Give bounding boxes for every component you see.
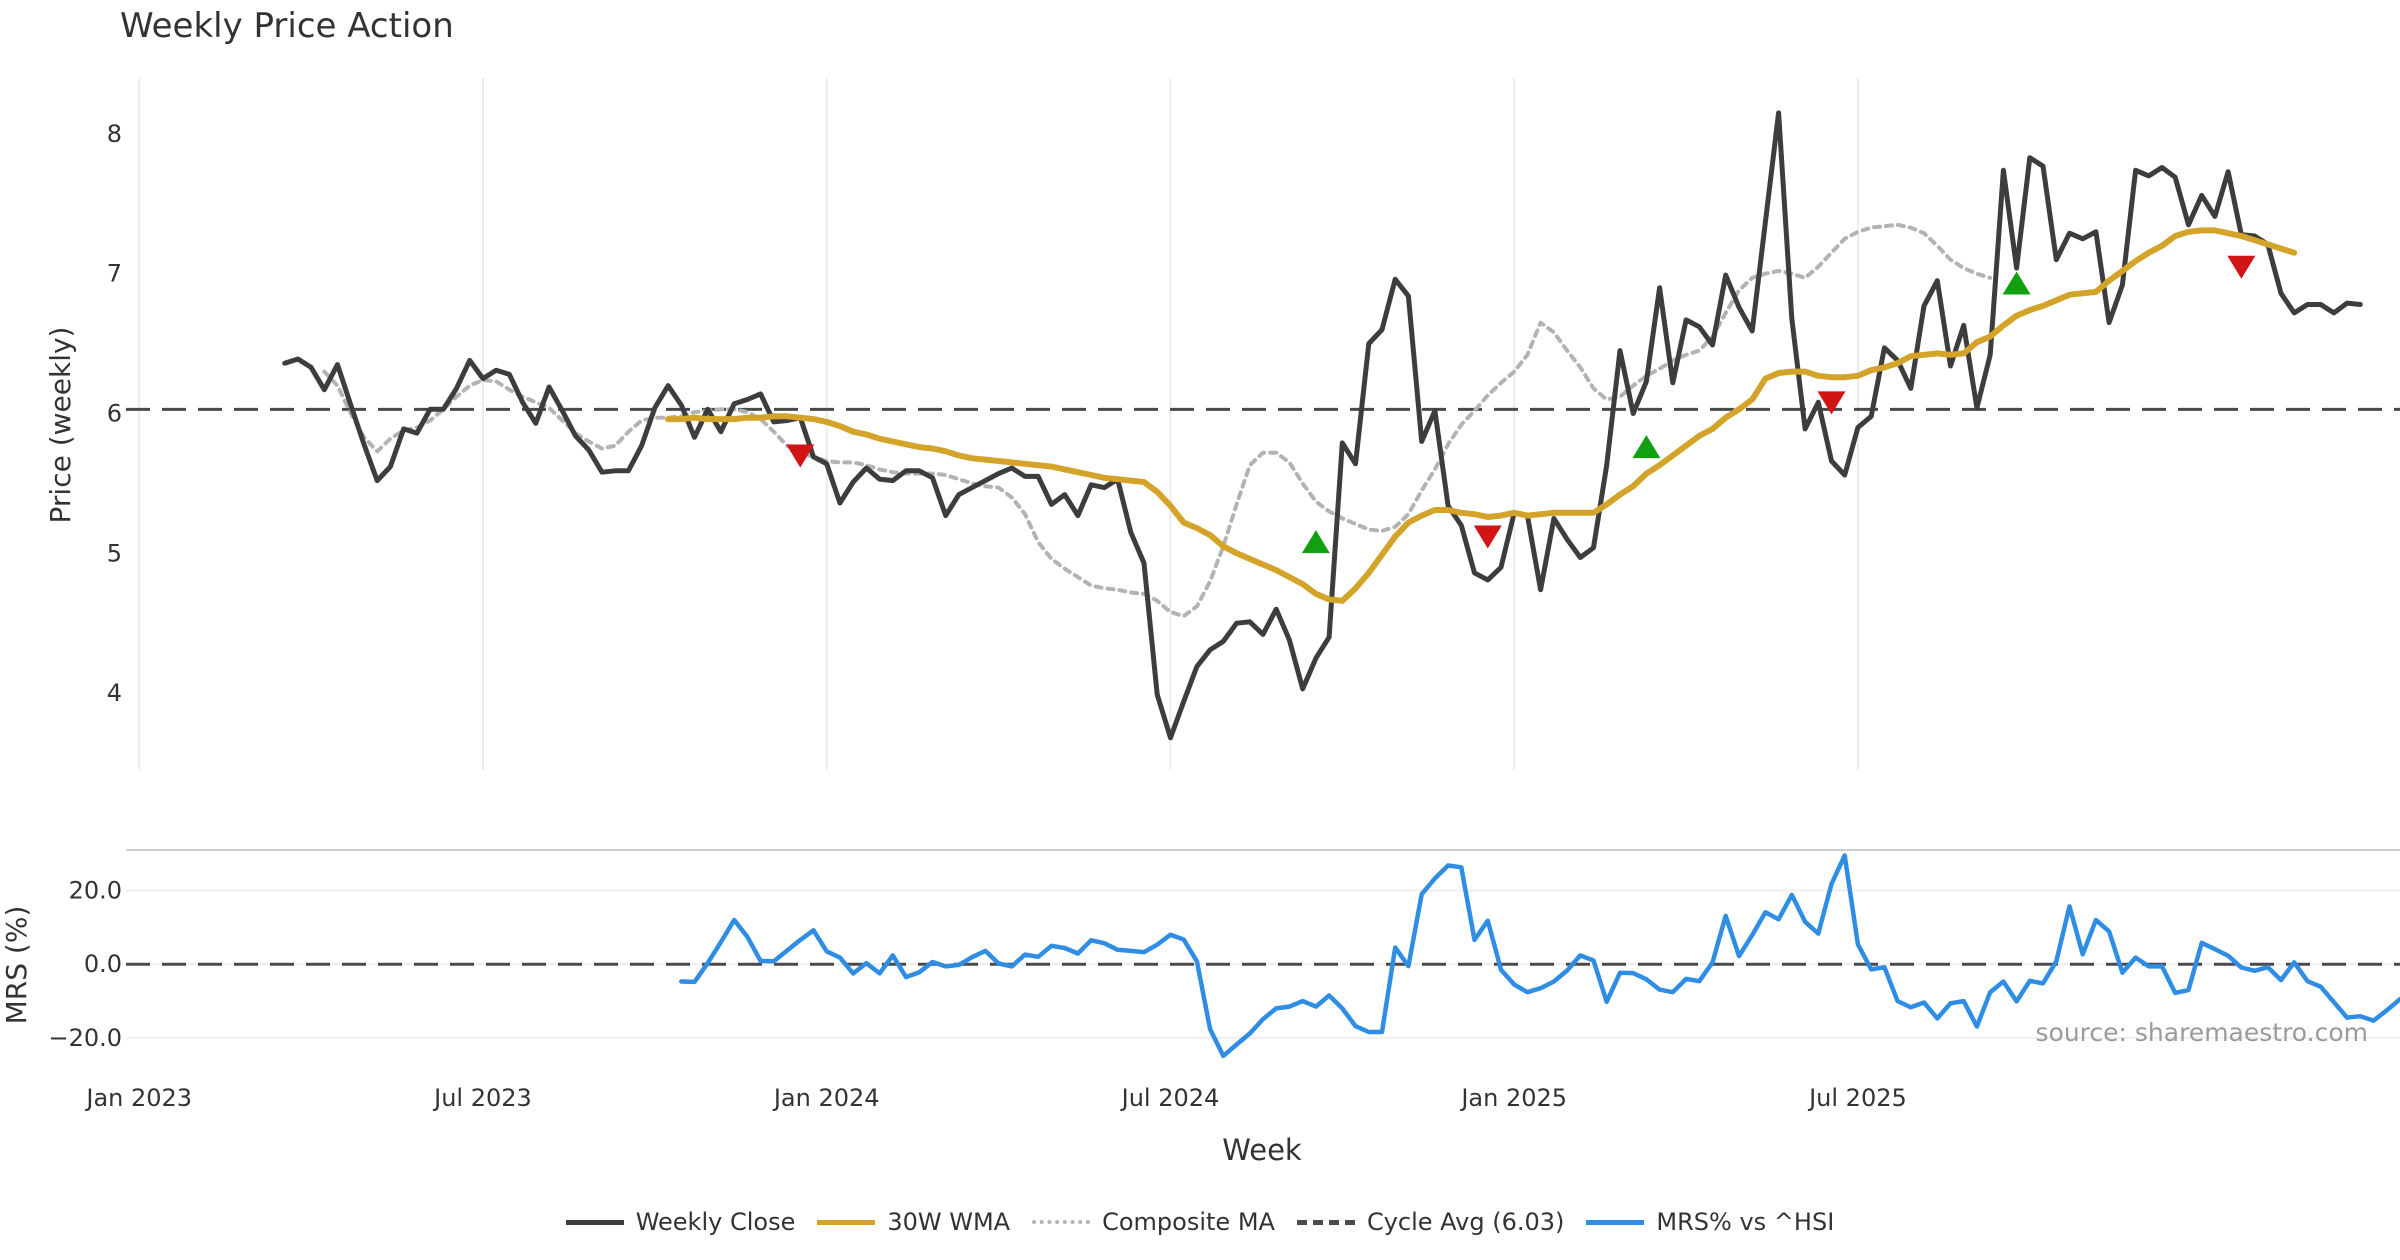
composite-ma-line xyxy=(322,222,1993,619)
source-watermark: source: sharemaestro.com xyxy=(2035,1018,2369,1047)
price-y-tick-label: 8 xyxy=(107,120,122,148)
grid-layer xyxy=(126,78,2400,1039)
series-layer xyxy=(282,110,2400,1059)
legend-label: Cycle Avg (6.03) xyxy=(1366,1208,1565,1236)
legend-item: Composite MA xyxy=(1032,1208,1275,1236)
x-tick-label: Jan 2025 xyxy=(1459,1084,1567,1112)
legend-label: 30W WMA xyxy=(887,1208,1011,1236)
mrs-line xyxy=(679,853,2400,1059)
legend-item: MRS% vs ^HSI xyxy=(1586,1208,1834,1236)
wma-30w-line xyxy=(665,227,2298,604)
legend-label: MRS% vs ^HSI xyxy=(1656,1208,1835,1236)
sell-signal-marker xyxy=(786,444,815,468)
price-y-tick-label: 6 xyxy=(107,400,122,428)
buy-signal-marker xyxy=(1301,530,1330,554)
price-y-tick-label: 5 xyxy=(107,539,122,567)
legend-item: 30W WMA xyxy=(817,1208,1010,1236)
sell-signal-marker xyxy=(1817,391,1846,415)
legend-item: Weekly Close xyxy=(565,1208,796,1236)
legend-label: Weekly Close xyxy=(635,1208,796,1236)
x-axis-label: Week xyxy=(1222,1133,1302,1167)
legend-swatch xyxy=(1586,1219,1645,1225)
price-y-tick-label: 7 xyxy=(107,260,122,288)
signal-markers-layer xyxy=(786,255,2256,554)
buy-signal-marker xyxy=(1632,435,1661,459)
x-tick-label: Jul 2023 xyxy=(432,1084,532,1112)
x-tick-label: Jul 2024 xyxy=(1120,1084,1220,1112)
legend-swatch xyxy=(1296,1219,1355,1225)
chart-title: Weekly Price Action xyxy=(120,6,454,46)
legend-label: Composite MA xyxy=(1102,1208,1275,1236)
legend-swatch xyxy=(1032,1220,1091,1224)
legend-swatch xyxy=(565,1219,624,1225)
mrs-y-tick-label: −20.0 xyxy=(48,1024,122,1052)
mrs-y-tick-label: 0.0 xyxy=(84,950,122,978)
x-tick-label: Jan 2024 xyxy=(772,1084,880,1112)
x-tick-label: Jan 2023 xyxy=(84,1084,192,1112)
sell-signal-marker xyxy=(1473,525,1502,549)
sell-signal-marker xyxy=(2227,255,2256,279)
buy-signal-marker xyxy=(2002,271,2031,295)
price-axis-label: Price (weekly) xyxy=(44,327,77,524)
chart-legend: Weekly Close 30W WMA Composite MA Cycle Avg… xyxy=(0,1208,2400,1236)
mrs-axis-label: MRS (%) xyxy=(0,906,33,1025)
weekly-close-line xyxy=(282,110,2363,741)
reference-lines-layer xyxy=(126,407,2400,966)
legend-swatch xyxy=(817,1219,876,1225)
axes-layer: Price (weekly) MRS (%) Week Jan 2023 Jul … xyxy=(0,120,1907,1167)
legend-item: Cycle Avg (6.03) xyxy=(1296,1208,1565,1236)
x-tick-label: Jul 2025 xyxy=(1807,1084,1907,1112)
price-y-tick-label: 4 xyxy=(107,679,122,707)
mrs-y-tick-label: 20.0 xyxy=(69,877,122,905)
